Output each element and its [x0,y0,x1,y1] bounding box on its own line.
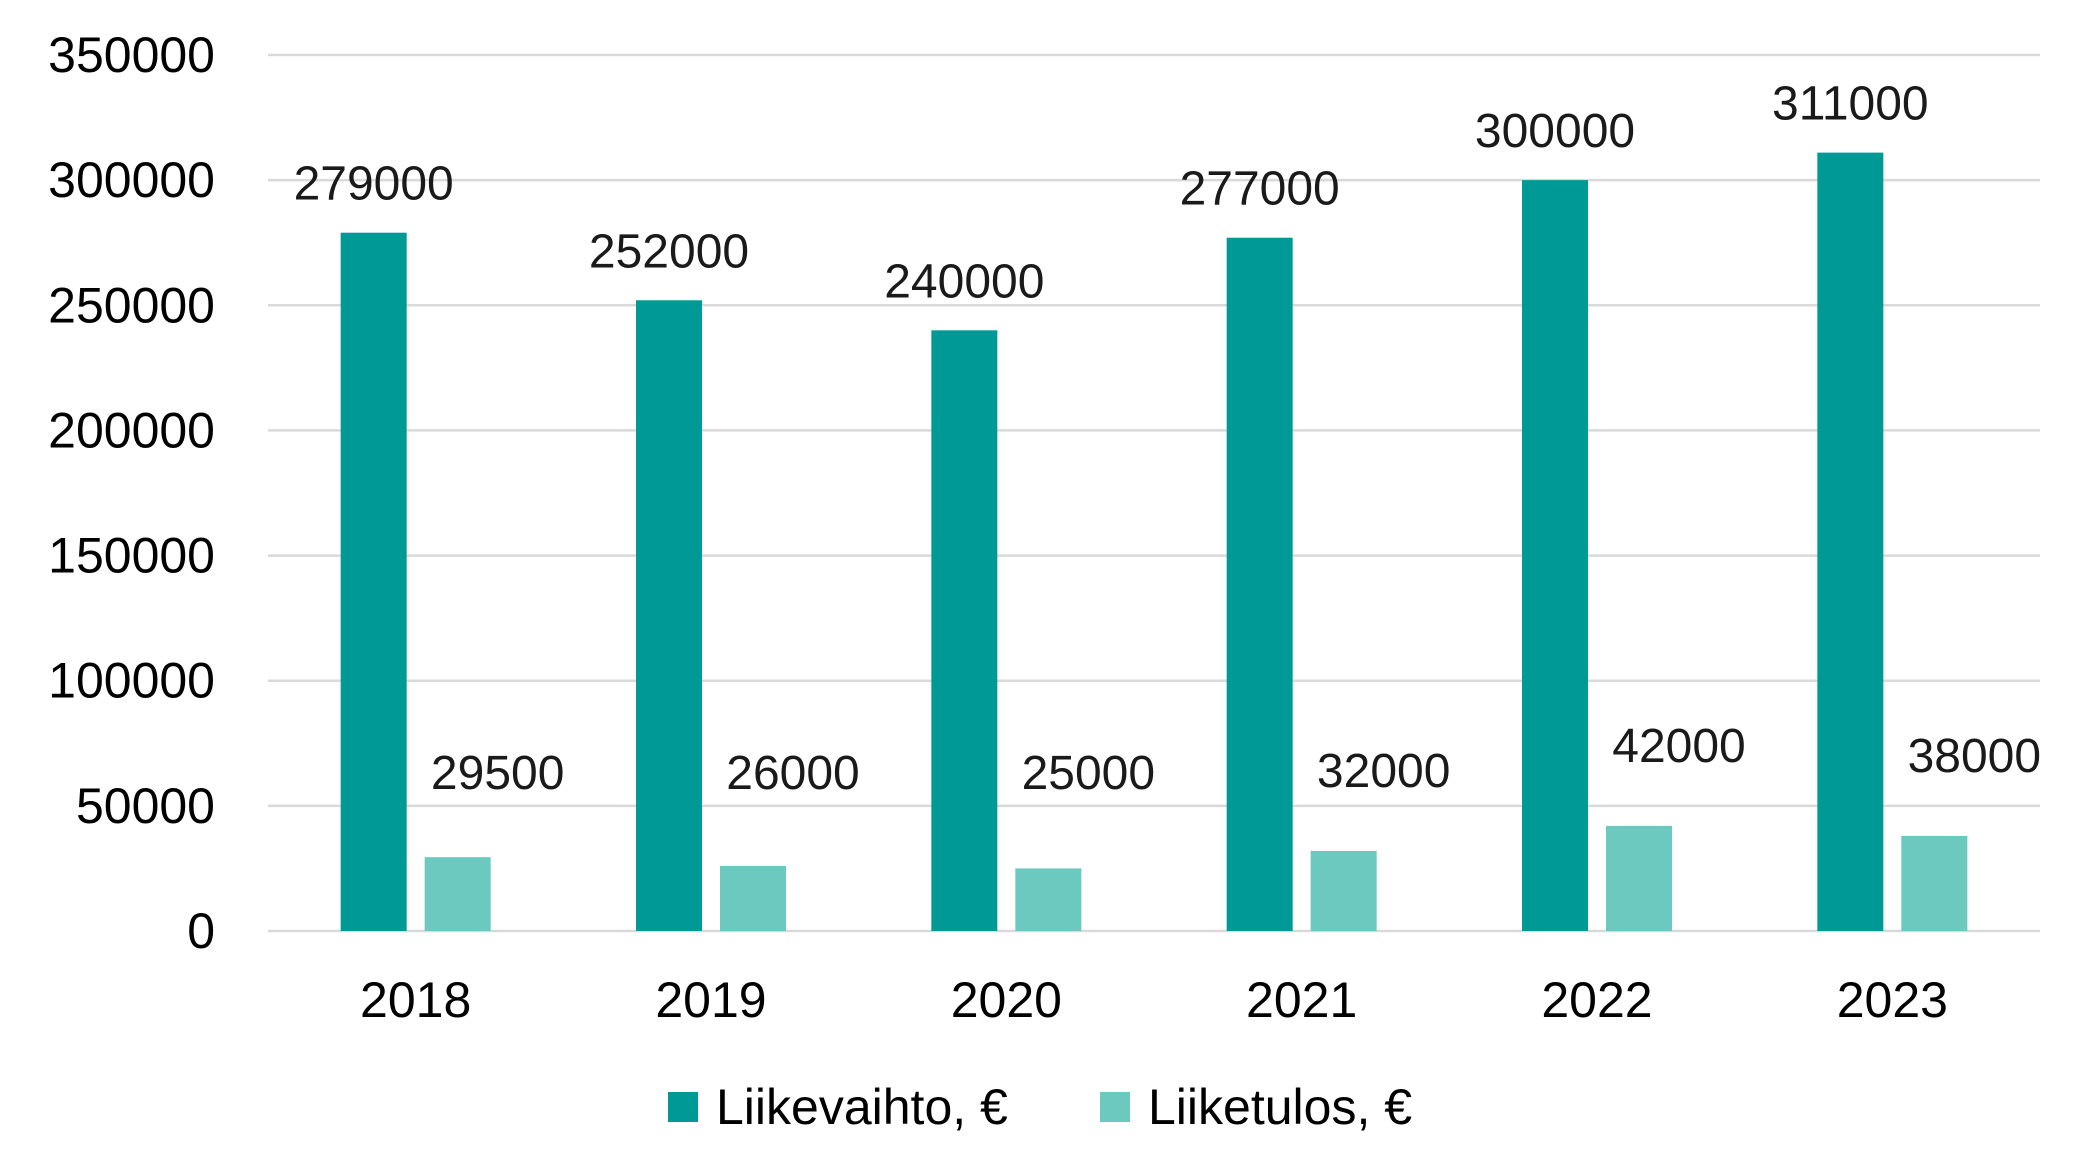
x-tick-label: 2022 [1541,972,1652,1028]
data-label: 26000 [726,747,859,800]
data-label: 311000 [1772,78,1929,131]
bar-liiketulos-2019 [720,865,786,931]
data-label: 25000 [1022,747,1155,800]
data-label: 38000 [1908,730,2041,783]
bar-liiketulos-2020 [1015,868,1082,931]
data-label: 279000 [294,158,454,211]
x-tick-label: 2020 [951,972,1062,1028]
bars [340,152,1968,932]
bar-liiketulos-2022 [1606,825,1672,931]
data-label: 277000 [1180,163,1340,216]
bar-liikevaihto-2023 [1817,152,1884,931]
legend-swatch [1100,1092,1130,1122]
data-label: 300000 [1475,105,1635,158]
x-tick-label: 2019 [655,972,766,1028]
bar-liikevaihto-2019 [636,300,702,931]
legend-swatch [668,1092,698,1122]
bar-liikevaihto-2018 [340,232,407,931]
bar-liiketulos-2018 [424,857,491,931]
data-label: 29500 [431,747,564,800]
bar-liikevaihto-2022 [1522,180,1588,932]
data-label: 252000 [589,225,749,278]
data-label: 240000 [884,255,1044,308]
y-tick-label: 150000 [48,528,215,584]
data-labels: 279000 29500 252000 26000 240000 25000 277000 3… [294,78,2041,800]
legend-label: Liiketulos, € [1148,1079,1412,1135]
y-tick-label: 300000 [48,152,215,208]
gridlines [268,53,2040,933]
legend-label: Liikevaihto, € [716,1079,1008,1135]
x-tick-label: 2023 [1837,972,1948,1028]
y-tick-label: 200000 [48,402,215,458]
bar-liiketulos-2021 [1310,850,1377,931]
y-tick-label: 100000 [48,653,215,709]
data-label: 32000 [1317,745,1450,798]
legend: Liikevaihto, € Liiketulos, € [668,1079,1412,1135]
bar-liikevaihto-2020 [931,330,998,931]
y-tick-label: 0 [187,903,215,959]
y-axis-tick-labels: 0 50000 100000 150000 200000 250000 300000 3500… [48,27,215,959]
x-axis-tick-labels: 2018 2019 2020 2021 2022 2023 [360,972,1948,1028]
y-tick-label: 250000 [48,277,215,333]
y-tick-label: 50000 [76,778,215,834]
x-tick-label: 2021 [1246,972,1357,1028]
bar-liiketulos-2023 [1901,835,1968,931]
y-tick-label: 350000 [48,27,215,83]
bar-liikevaihto-2021 [1226,237,1293,932]
x-tick-label: 2018 [360,972,471,1028]
data-label: 42000 [1612,720,1745,773]
